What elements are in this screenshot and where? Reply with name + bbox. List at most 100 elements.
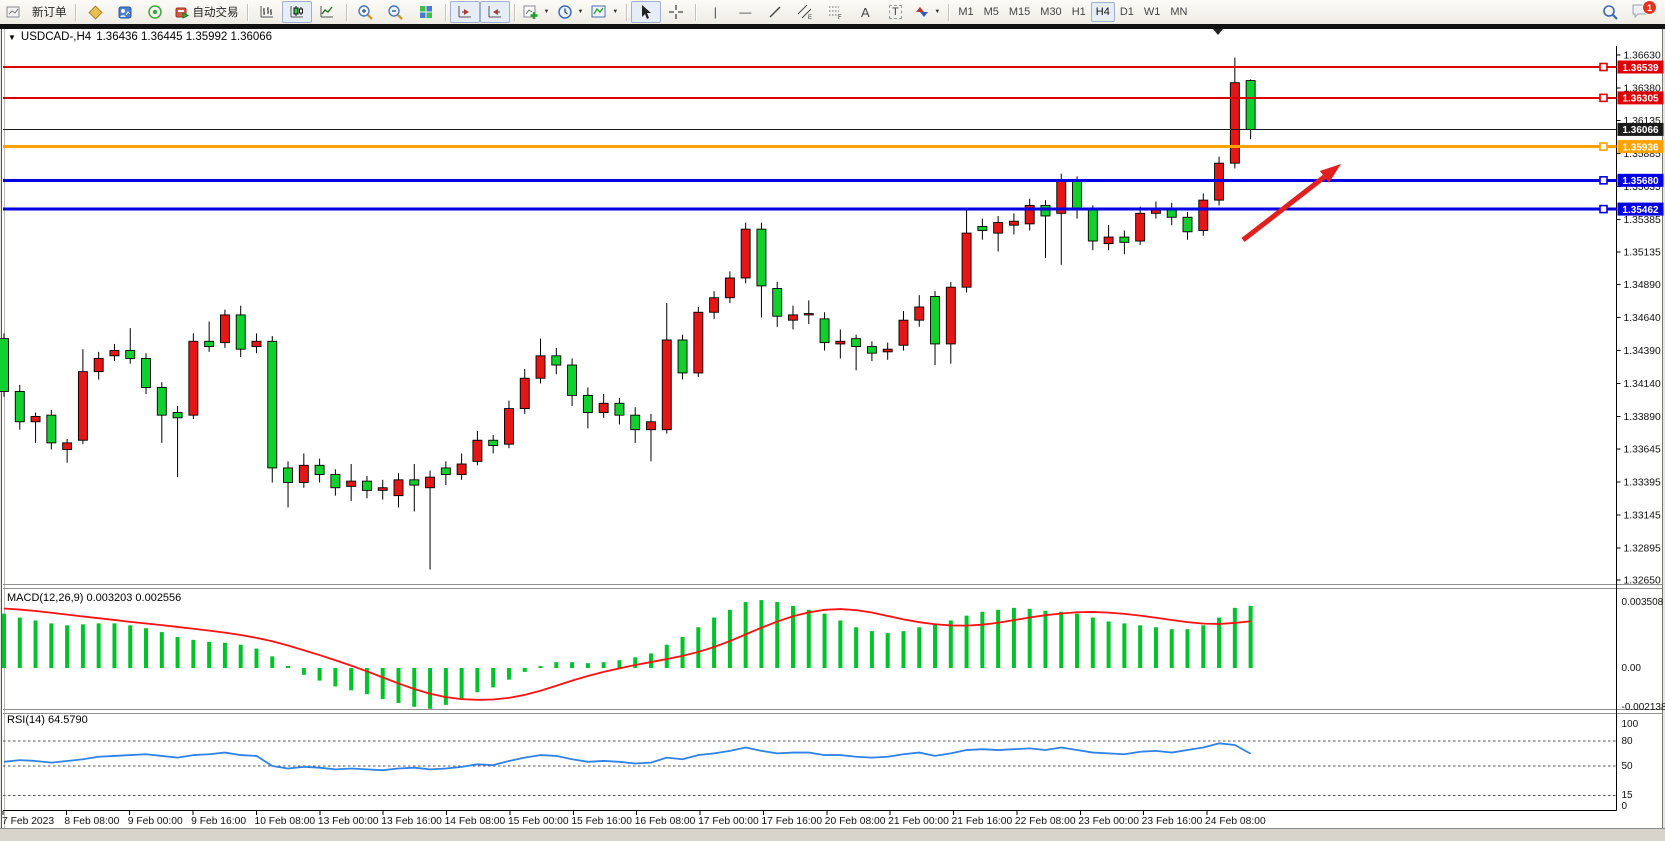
shapes-button[interactable]: ▼ <box>910 1 944 23</box>
svg-text:0.00: 0.00 <box>1622 663 1642 674</box>
toolbar-separator <box>246 3 248 21</box>
chevron-down-icon: ▼ <box>577 9 584 15</box>
svg-text:50: 50 <box>1622 761 1634 772</box>
zoom-in-button[interactable] <box>351 1 381 23</box>
autoscroll-button[interactable] <box>449 1 480 23</box>
svg-text:13 Feb 00:00: 13 Feb 00:00 <box>318 816 379 827</box>
horizontal-line-button[interactable]: — <box>739 5 752 19</box>
price-badge <box>1617 60 1664 74</box>
templates-button[interactable]: ▼ <box>587 1 622 23</box>
chart-title[interactable]: ▼ USDCAD-,H4 1.36436 1.36445 1.35992 1.3… <box>8 31 272 43</box>
search-icon[interactable] <box>1595 1 1625 23</box>
autotrade-label: 自动交易 <box>192 7 239 19</box>
svg-text:100: 100 <box>1622 719 1639 730</box>
svg-text:14 Feb 08:00: 14 Feb 08:00 <box>445 816 506 827</box>
arrow-annotation <box>1241 164 1341 242</box>
svg-text:7 Feb 2023: 7 Feb 2023 <box>2 816 54 827</box>
svg-text:16 Feb 08:00: 16 Feb 08:00 <box>635 816 696 827</box>
svg-text:E: E <box>808 15 812 20</box>
svg-text:0: 0 <box>1622 801 1628 812</box>
svg-text:9 Feb 00:00: 9 Feb 00:00 <box>128 816 183 827</box>
time-axis: 7 Feb 2023 8 Feb 08:00 9 Feb 00:00 9 Feb 16… <box>2 811 1266 827</box>
new-order-label: 新订单 <box>32 7 67 19</box>
chat-icon[interactable]: 1 <box>1631 0 1657 22</box>
macd-axis: 0.003508 0.00 -0.002138 <box>1622 597 1665 713</box>
svg-text:1.35885: 1.35885 <box>1624 149 1661 160</box>
crosshair-button[interactable] <box>661 1 691 23</box>
periods-button[interactable]: ▼ <box>553 1 587 23</box>
window-frame <box>0 24 1665 841</box>
zoom-out-button[interactable] <box>381 1 411 23</box>
profile-chart-icon[interactable] <box>110 1 140 23</box>
gold-arrow-icon[interactable] <box>80 1 110 23</box>
toolbar: 新订单 自动交易 ▼ ▼ <box>0 0 1665 24</box>
toolbar-separator <box>695 3 697 21</box>
timeframe-H4[interactable]: H4 <box>1090 2 1115 22</box>
line-chart-button[interactable] <box>312 1 342 23</box>
fibonacci-button[interactable]: F <box>820 1 850 23</box>
svg-text:1.33890: 1.33890 <box>1624 412 1661 423</box>
svg-text:F: F <box>838 15 842 20</box>
chevron-down-icon: ▼ <box>8 32 16 42</box>
cursor-button[interactable] <box>631 1 662 23</box>
notification-badge: 1 <box>1642 0 1657 15</box>
trendline-button[interactable] <box>760 1 790 23</box>
svg-text:1.36066: 1.36066 <box>1622 125 1659 136</box>
svg-text:15 Feb 00:00: 15 Feb 00:00 <box>508 816 569 827</box>
svg-text:1.36380: 1.36380 <box>1624 83 1661 94</box>
macd-indicator-label: MACD(12,26,9) 0.003203 0.002556 <box>7 592 182 604</box>
line-handle <box>1599 176 1608 185</box>
text-button[interactable]: A <box>861 4 870 20</box>
signal-icon[interactable] <box>140 1 170 23</box>
chart-ohlc-values: 1.36436 1.36445 1.35992 1.36066 <box>96 31 273 43</box>
line-handle <box>1599 62 1608 72</box>
timeframe-M1[interactable]: M1 <box>958 6 974 18</box>
tile-windows-button[interactable] <box>411 1 441 23</box>
chevron-down-icon: ▼ <box>934 9 941 15</box>
text-label-button[interactable]: T <box>880 1 910 23</box>
svg-text:80: 80 <box>1622 736 1634 747</box>
add-indicator-button[interactable]: ▼ <box>519 1 554 23</box>
svg-text:1.35385: 1.35385 <box>1624 215 1661 226</box>
price-badge <box>1617 91 1664 105</box>
svg-text:1.32650: 1.32650 <box>1624 576 1661 587</box>
timeframe-D1[interactable]: D1 <box>1119 6 1134 18</box>
toolbar-separator <box>345 3 347 21</box>
svg-text:1.33645: 1.33645 <box>1624 444 1661 455</box>
svg-text:1.34390: 1.34390 <box>1624 346 1661 357</box>
price-axis: 1.36630 1.36380 1.36135 1.35885 1.35635 1.353… <box>1616 51 1661 587</box>
chart-shift-button[interactable] <box>479 1 510 23</box>
candlestick-chart-button[interactable] <box>281 1 312 23</box>
svg-text:17 Feb 16:00: 17 Feb 16:00 <box>761 816 822 827</box>
chevron-down-icon: ▼ <box>612 9 619 15</box>
macd-layer <box>2 600 1253 709</box>
line-handle <box>1599 204 1608 214</box>
svg-text:8 Feb 08:00: 8 Feb 08:00 <box>64 816 119 827</box>
svg-text:1.36539: 1.36539 <box>1622 63 1659 74</box>
line-handle <box>1599 93 1608 103</box>
toolbar-separator <box>948 3 950 21</box>
vertical-line-button[interactable]: | <box>713 5 717 19</box>
timeframe-W1[interactable]: W1 <box>1143 6 1161 18</box>
svg-text:1.35936: 1.35936 <box>1622 142 1659 153</box>
timeframe-H1[interactable]: H1 <box>1071 6 1086 18</box>
timeframe-M5[interactable]: M5 <box>983 6 999 18</box>
rsi-axis: 100 80 50 150 <box>3 719 1639 812</box>
channel-button[interactable]: E <box>790 1 820 23</box>
timeframe-M30[interactable]: M30 <box>1040 6 1062 18</box>
svg-text:0.003508: 0.003508 <box>1622 597 1664 608</box>
timeframe-MN[interactable]: MN <box>1170 6 1188 18</box>
new-order-button[interactable]: 新订单 <box>28 1 71 23</box>
candles-layer <box>0 57 1256 570</box>
hlines-layer: 1.36539 1.36305 1.36066 1.35936 1.35680 1.354… <box>3 60 1664 216</box>
timeframe-M15[interactable]: M15 <box>1008 6 1031 18</box>
price-badge <box>1617 140 1664 154</box>
autotrade-button[interactable]: 自动交易 <box>170 1 243 23</box>
line-handle <box>1599 142 1608 151</box>
bar-chart-button[interactable] <box>252 1 282 23</box>
svg-text:1.36305: 1.36305 <box>1622 94 1659 105</box>
price-badge <box>1617 173 1664 187</box>
svg-text:9 Feb 16:00: 9 Feb 16:00 <box>191 816 246 827</box>
svg-text:1.33395: 1.33395 <box>1624 477 1661 488</box>
